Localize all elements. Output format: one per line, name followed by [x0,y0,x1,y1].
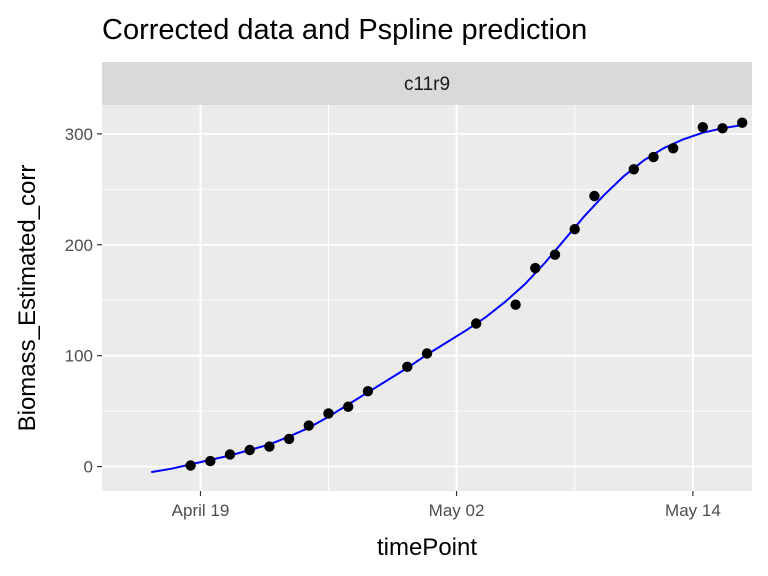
data-point [737,117,748,128]
data-point [510,299,521,310]
facet-strip [102,62,752,105]
y-axis: 0 100 200 300 [65,125,102,477]
x-axis-title: timePoint [377,534,477,561]
y-axis-title: Biomass_Estimated_corr [14,165,41,432]
y-tick-label: 0 [84,458,93,477]
data-point [569,224,580,235]
data-point [628,164,639,175]
data-point [402,361,413,372]
data-point [697,122,708,133]
data-point [205,455,216,467]
data-point [471,318,482,329]
data-point [264,441,275,452]
chart-title: Corrected data and Pspline prediction [102,14,587,46]
y-tick-label: 100 [65,347,93,366]
data-point [244,444,255,456]
x-axis: April 19 May 02 May 14 [172,491,721,520]
x-tick-label: May 02 [429,501,485,520]
y-tick-label: 200 [65,236,93,255]
data-point [421,348,433,359]
data-point [224,449,236,460]
data-point [648,151,659,163]
data-point [362,386,374,397]
data-point [323,408,334,419]
data-point [343,401,354,412]
data-point [303,420,314,431]
y-tick-label: 300 [65,125,93,144]
data-point [668,143,679,154]
data-point [185,460,196,471]
data-point [530,262,541,274]
data-point [717,123,728,134]
data-point [549,249,561,260]
data-point [283,433,295,445]
facet-label: c11r9 [404,74,450,95]
points-layer [185,117,748,471]
x-tick-label: April 19 [172,501,230,520]
plot-panel [102,105,752,491]
data-point [589,190,600,202]
x-tick-label: May 14 [665,501,721,520]
